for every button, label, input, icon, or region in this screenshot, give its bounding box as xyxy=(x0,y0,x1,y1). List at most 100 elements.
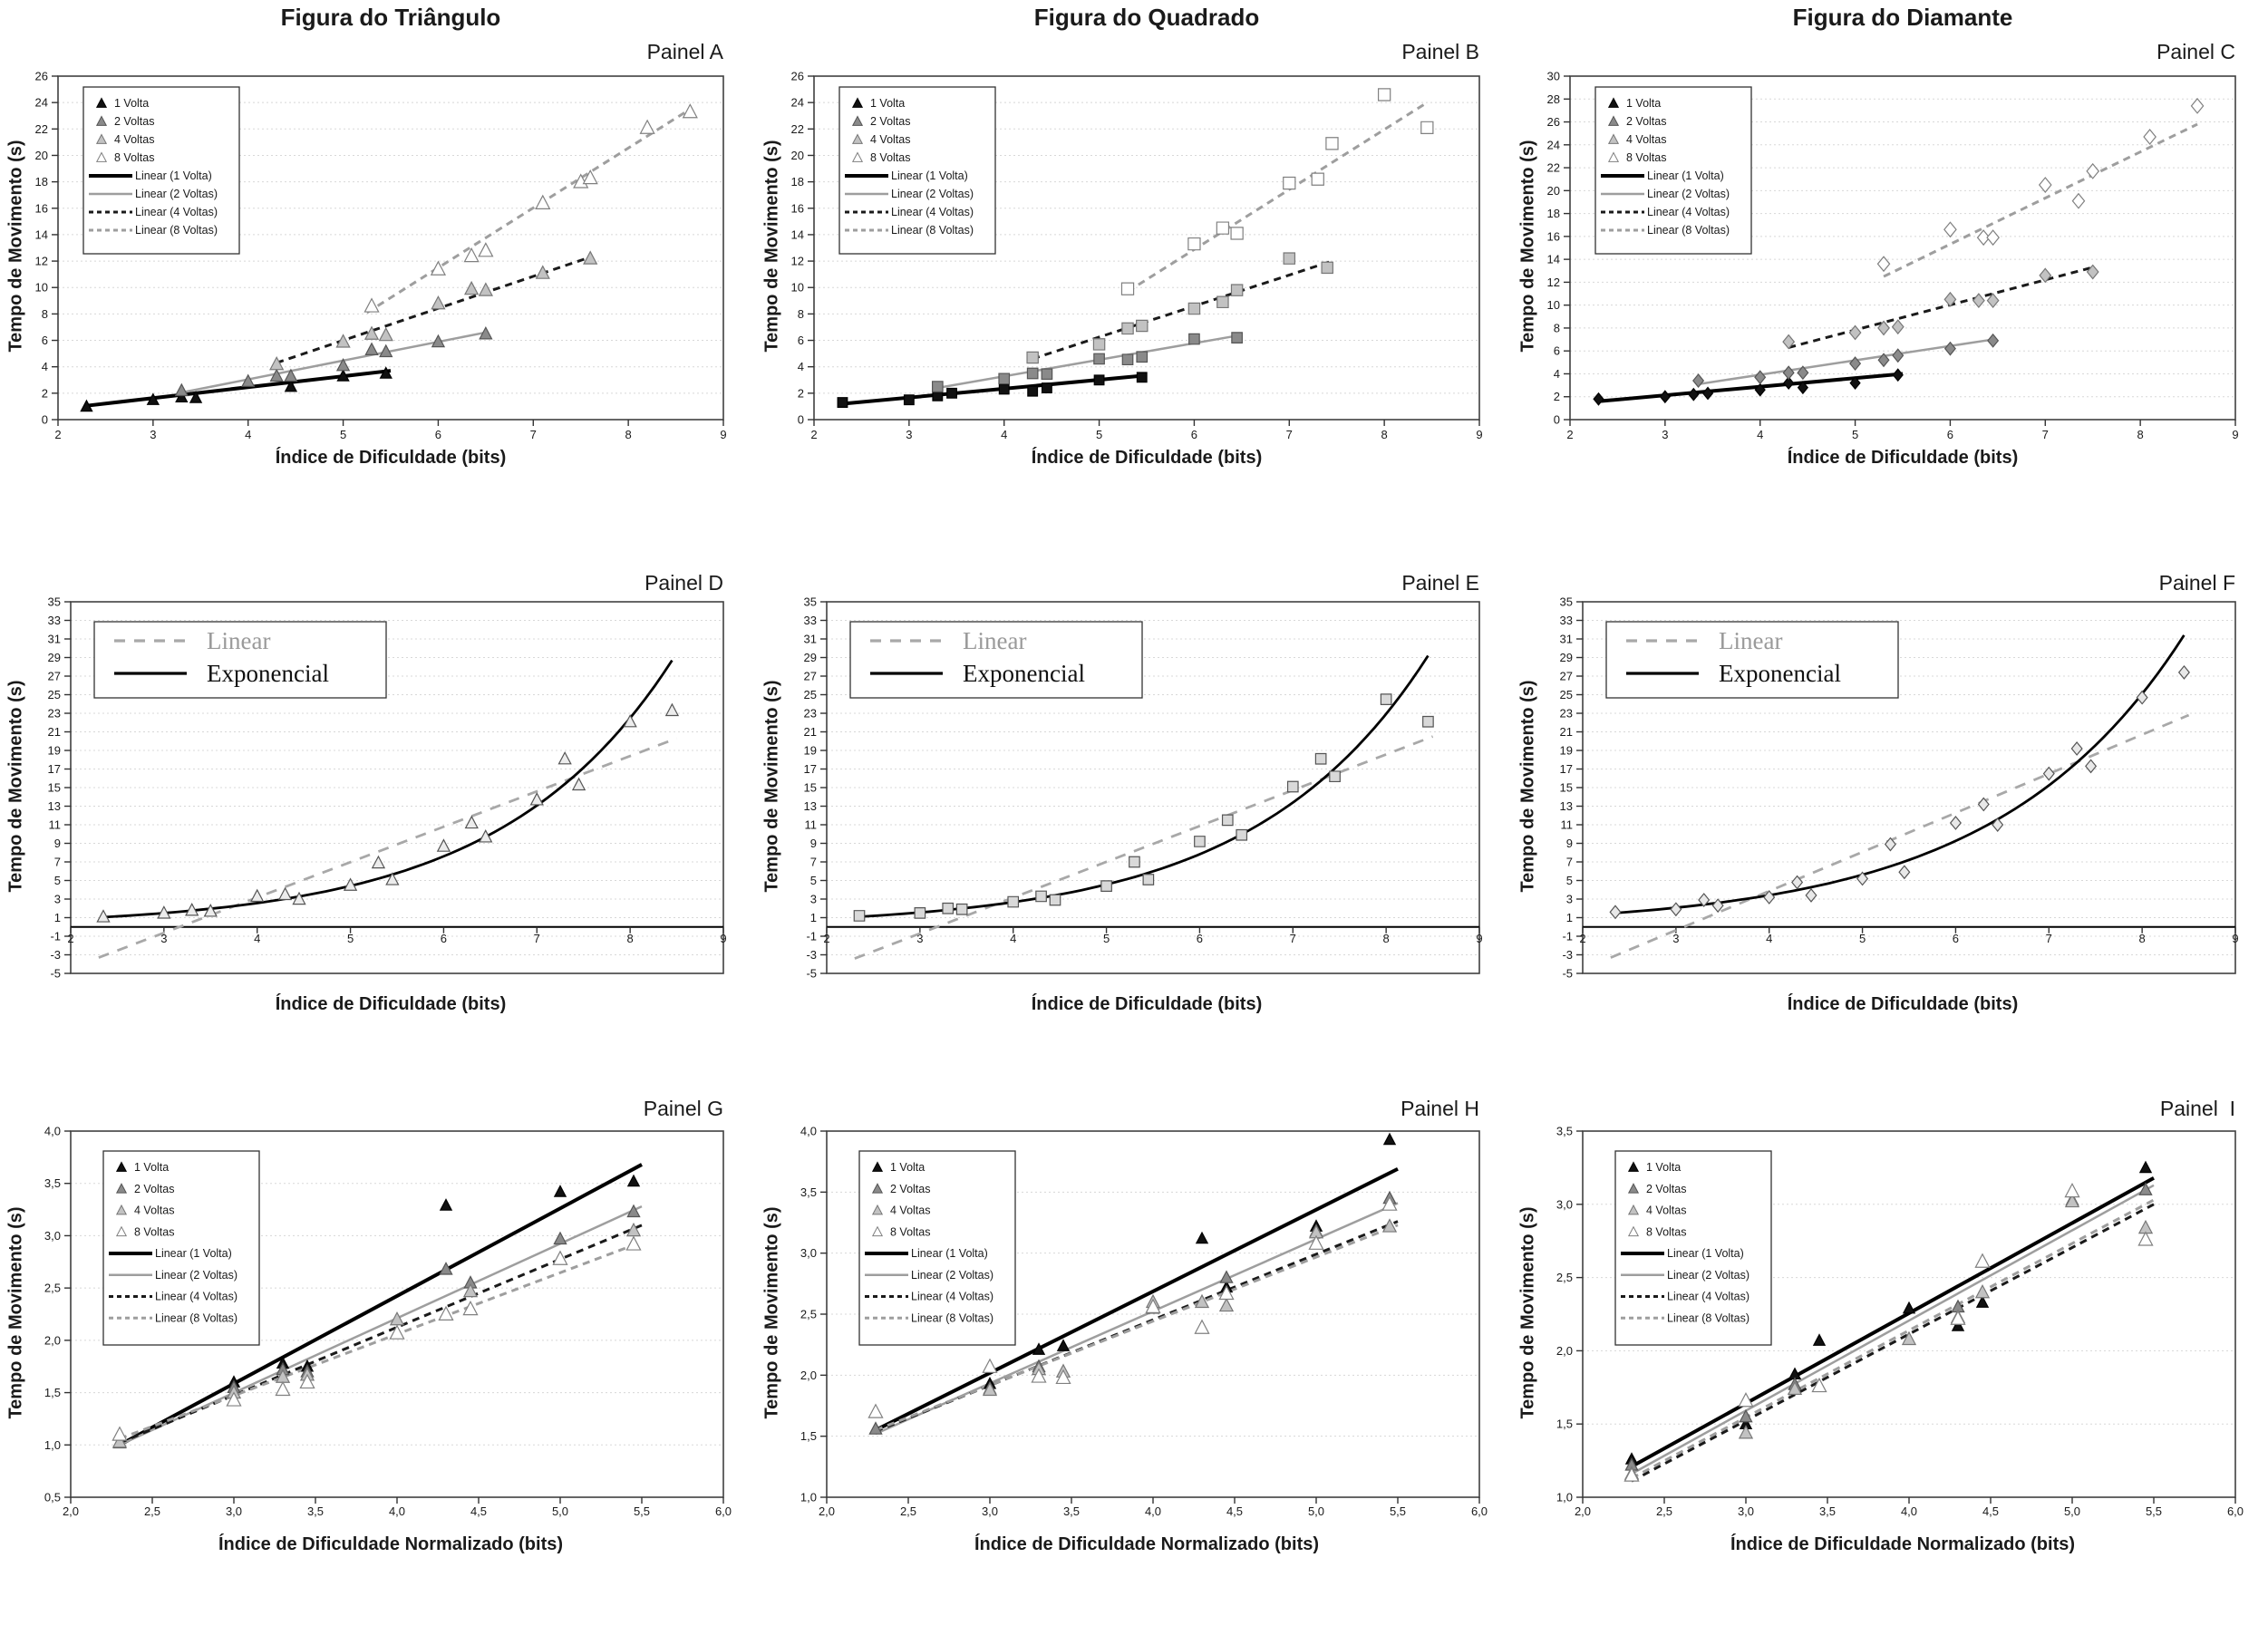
data-point xyxy=(389,1324,405,1340)
data-point xyxy=(1056,1339,1071,1351)
y-tick-label: 9 xyxy=(810,837,817,850)
data-point xyxy=(582,169,598,185)
y-tick-label: 2,5 xyxy=(800,1308,817,1321)
legend-marker-icon xyxy=(871,1161,884,1172)
data-point xyxy=(1783,376,1795,391)
legend-label: Linear xyxy=(207,627,270,654)
legend-box xyxy=(858,1150,1016,1346)
y-tick-label: 25 xyxy=(48,688,61,701)
y-tick-label: 19 xyxy=(48,744,61,758)
legend: Linear Exponencial xyxy=(93,621,387,699)
x-tick-label: 3,5 xyxy=(1063,1504,1080,1518)
data-point xyxy=(1738,1392,1754,1408)
legend-marker-icon xyxy=(1607,151,1620,162)
legend-marker-icon xyxy=(115,1183,128,1194)
data-point xyxy=(2070,741,2083,756)
y-tick-label: 20 xyxy=(791,149,804,162)
data-point xyxy=(1230,227,1244,240)
data-point xyxy=(1136,319,1149,333)
panel-a: Figura do Triângulo Painel A Tempo de Mo… xyxy=(0,0,756,544)
data-point xyxy=(478,242,494,257)
data-point xyxy=(1898,865,1911,880)
y-tick-label: 1,0 xyxy=(800,1491,817,1504)
data-point xyxy=(1231,332,1243,343)
data-point xyxy=(982,1381,998,1397)
data-point xyxy=(1093,353,1105,365)
data-point xyxy=(250,888,265,903)
data-point xyxy=(1194,1293,1210,1309)
exponential-curve xyxy=(1614,634,2186,914)
legend-marker-icon xyxy=(95,115,108,126)
y-tick-label: 31 xyxy=(48,633,61,646)
y-tick-label: 22 xyxy=(791,122,804,136)
data-point xyxy=(96,909,111,923)
legend-label: 8 Voltas xyxy=(134,1225,174,1238)
legend-marker-icon xyxy=(851,97,864,108)
legend-label: 8 Voltas xyxy=(870,151,910,164)
data-point xyxy=(553,1185,567,1197)
legend-label: 4 Voltas xyxy=(134,1204,174,1217)
data-point xyxy=(1891,319,1905,335)
y-tick-label: 25 xyxy=(1560,688,1573,701)
y-tick-label: 1,5 xyxy=(1556,1417,1573,1431)
y-tick-label: -1 xyxy=(1562,930,1573,943)
x-tick-label: 2,0 xyxy=(819,1504,835,1518)
data-point xyxy=(1007,895,1020,908)
x-tick-label: 9 xyxy=(1476,428,1482,441)
y-tick-label: 0,5 xyxy=(44,1491,61,1504)
data-point xyxy=(1972,293,1985,309)
legend-box xyxy=(102,1150,260,1346)
panel-label-e: Painel E xyxy=(1401,571,1479,595)
y-tick-label: 13 xyxy=(804,799,817,813)
exponential-curve xyxy=(102,659,674,919)
data-point xyxy=(226,1391,242,1407)
y-tick-label: 6 xyxy=(798,334,804,347)
data-point xyxy=(364,342,379,355)
legend-label: Linear (8 Voltas) xyxy=(891,224,974,237)
data-point xyxy=(1976,229,1991,247)
y-tick-label: 27 xyxy=(1560,670,1573,683)
y-tick-label: 3,5 xyxy=(44,1176,61,1190)
legend-label: 1 Volta xyxy=(134,1161,169,1174)
legend-marker-icon xyxy=(95,151,108,162)
legend: 1 Volta 2 Voltas 4 Voltas 8 Voltas Linear (1… xyxy=(858,1150,1016,1346)
x-tick-label: 5,5 xyxy=(1390,1504,1406,1518)
data-point xyxy=(1380,693,1392,705)
data-point xyxy=(931,381,944,392)
x-tick-label: 3 xyxy=(1662,428,1668,441)
y-tick-label: 25 xyxy=(804,688,817,701)
y-tick-label: -5 xyxy=(50,967,61,981)
x-tick-label: 9 xyxy=(2232,932,2238,945)
y-tick-label: 3 xyxy=(810,893,817,906)
y-tick-label: 5 xyxy=(810,874,817,887)
data-point xyxy=(1797,381,1809,395)
data-point xyxy=(1812,1333,1827,1346)
data-point xyxy=(625,1235,642,1251)
y-tick-label: 4 xyxy=(42,360,48,373)
y-tick-label: 27 xyxy=(804,670,817,683)
data-point xyxy=(1892,368,1904,382)
x-tick-label: 2 xyxy=(810,428,817,441)
fit-line xyxy=(365,108,692,314)
y-tick-label: 3,0 xyxy=(800,1246,817,1260)
y-tick-label: 2,5 xyxy=(44,1282,61,1295)
data-point xyxy=(1943,291,1957,307)
data-point xyxy=(1738,1425,1754,1439)
data-point xyxy=(284,368,298,382)
data-point xyxy=(1136,351,1149,363)
y-tick-label: 16 xyxy=(1547,229,1560,243)
data-point xyxy=(2085,759,2098,774)
y-tick-label: -3 xyxy=(50,948,61,962)
y-tick-label: 4,0 xyxy=(800,1125,817,1138)
data-point xyxy=(1848,324,1862,341)
y-tick-label: 33 xyxy=(1560,614,1573,627)
legend-label: Linear (8 Voltas) xyxy=(135,224,218,237)
y-tick-label: 3 xyxy=(1566,893,1573,906)
y-tick-label: 9 xyxy=(1566,837,1573,850)
data-point xyxy=(942,902,955,914)
y-tick-label: 24 xyxy=(35,96,48,110)
fit-line xyxy=(1631,1175,2155,1468)
legend-label: Linear (4 Voltas) xyxy=(891,206,974,218)
plot-frame xyxy=(1569,75,2236,421)
